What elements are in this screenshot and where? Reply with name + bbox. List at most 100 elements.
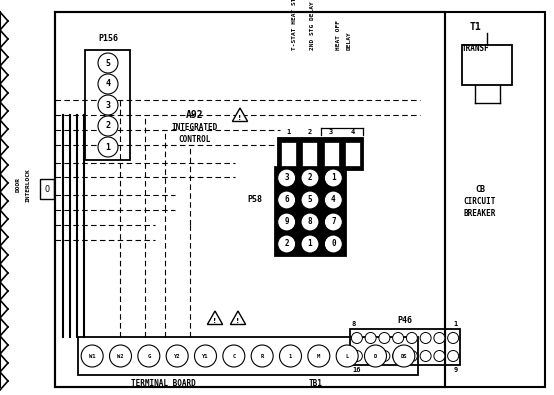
Text: TB1: TB1 [309,379,323,388]
Polygon shape [230,311,245,325]
Circle shape [324,235,342,253]
Text: 6: 6 [284,196,289,205]
Text: 2: 2 [307,173,312,182]
Bar [55,12,445,387]
Text: 1: 1 [289,354,292,359]
Circle shape [379,333,390,344]
Circle shape [434,350,445,361]
Circle shape [98,74,118,94]
Text: 3: 3 [284,173,289,182]
Text: 8: 8 [307,218,312,226]
Circle shape [278,169,296,187]
Circle shape [365,345,387,367]
Text: P46: P46 [398,316,413,325]
Text: TERMINAL BOARD: TERMINAL BOARD [131,379,196,388]
Circle shape [194,345,217,367]
Circle shape [278,235,296,253]
Text: C: C [232,354,235,359]
Text: 3: 3 [329,129,334,135]
Text: CONTROL: CONTROL [179,135,211,143]
Text: 2: 2 [105,122,110,130]
Circle shape [301,191,319,209]
Text: 4: 4 [331,196,336,205]
Text: INTEGRATED: INTEGRATED [172,124,218,132]
Circle shape [81,345,103,367]
Text: 4: 4 [105,79,110,88]
Text: 1: 1 [105,143,110,152]
Text: G: G [147,354,151,359]
Circle shape [110,345,131,367]
Text: !: ! [237,318,240,324]
Circle shape [324,191,342,209]
Circle shape [393,333,404,344]
Bar [324,142,338,166]
Circle shape [166,345,188,367]
Polygon shape [207,311,223,325]
Text: DOOR: DOOR [16,177,20,192]
Text: Y1: Y1 [202,354,209,359]
Circle shape [351,333,362,344]
Text: 5: 5 [105,58,110,68]
Text: TRANSF: TRANSF [461,44,489,53]
Bar [85,50,130,160]
Text: 2: 2 [284,239,289,248]
Circle shape [301,235,319,253]
Circle shape [301,213,319,231]
Circle shape [138,345,160,367]
Text: W1: W1 [89,354,95,359]
Circle shape [407,333,417,344]
Bar [462,45,512,85]
Text: L: L [346,354,349,359]
Circle shape [278,191,296,209]
Text: BREAKER: BREAKER [464,209,496,218]
Circle shape [420,333,431,344]
Bar [350,329,460,365]
Circle shape [98,95,118,115]
Circle shape [223,345,245,367]
Circle shape [98,137,118,157]
Text: 2: 2 [308,129,312,135]
Text: !: ! [238,115,242,121]
Circle shape [98,53,118,73]
Circle shape [278,213,296,231]
Text: HEAT OFF: HEAT OFF [336,20,341,50]
Text: DELAY: DELAY [346,31,351,50]
Circle shape [324,213,342,231]
Circle shape [420,350,431,361]
Bar [281,142,296,166]
Bar [40,179,54,199]
Circle shape [393,345,415,367]
Text: 5: 5 [307,196,312,205]
Circle shape [407,350,417,361]
Bar [275,167,345,255]
Text: 1: 1 [454,321,458,327]
Text: P58: P58 [248,196,263,205]
Text: 1: 1 [307,239,312,248]
Circle shape [98,116,118,136]
Circle shape [280,345,301,367]
Circle shape [251,345,273,367]
Text: 3: 3 [105,100,110,109]
Text: Y2: Y2 [174,354,181,359]
Text: M: M [317,354,320,359]
Text: A92: A92 [186,110,204,120]
Text: 9: 9 [284,218,289,226]
Circle shape [393,350,404,361]
Circle shape [448,350,459,361]
Text: T1: T1 [469,22,481,32]
Bar [78,337,418,375]
Text: CIRCUIT: CIRCUIT [464,198,496,207]
Bar [445,12,545,387]
Bar [302,142,317,166]
Circle shape [336,345,358,367]
Text: 1: 1 [286,129,291,135]
Bar [345,142,360,166]
Text: CB: CB [475,186,485,194]
Text: P156: P156 [98,34,118,43]
Text: 16: 16 [352,367,361,373]
Bar [278,138,363,170]
Text: W2: W2 [117,354,124,359]
Text: O: O [44,184,49,194]
Circle shape [308,345,330,367]
Circle shape [324,169,342,187]
